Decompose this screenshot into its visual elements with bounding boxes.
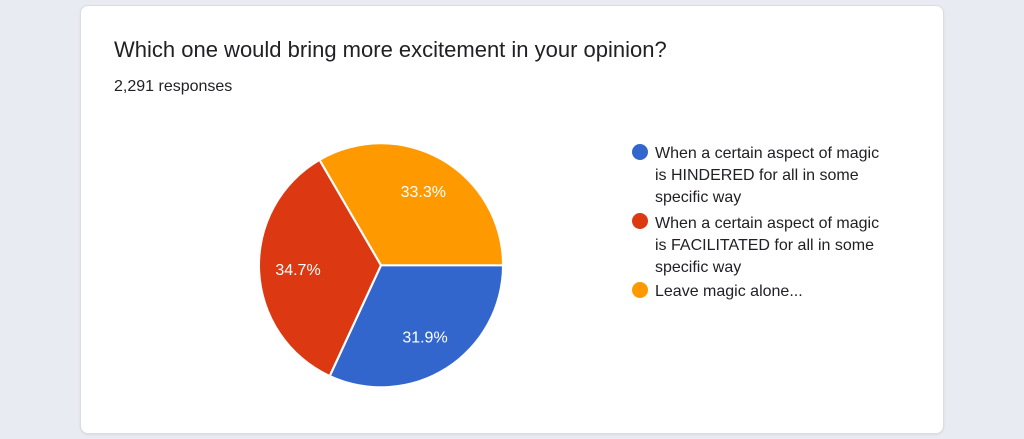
svg-text:34.7%: 34.7% [275,262,320,279]
svg-text:31.9%: 31.9% [402,329,447,346]
svg-text:33.3%: 33.3% [401,184,446,201]
